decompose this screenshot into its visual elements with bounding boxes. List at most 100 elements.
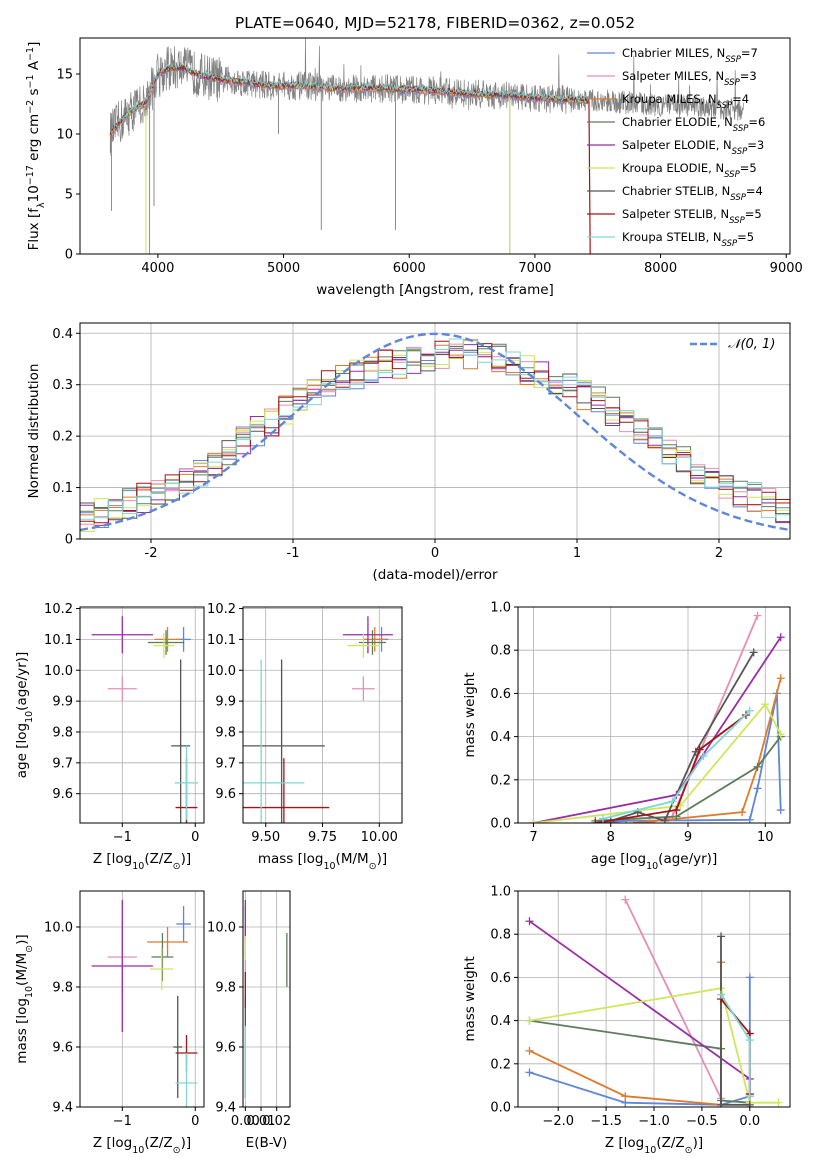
age-vs-Z-ylabel-part: (age/yr)] xyxy=(14,652,30,711)
mass-vs-Z-ylabel-part: 10 xyxy=(24,986,35,998)
mass-weight-vs-age-point-marker xyxy=(591,819,600,823)
spectrum-ylabel-part: 10 xyxy=(26,185,42,202)
mass-vs-Z-plot-area xyxy=(91,900,198,1107)
spectrum-ylabel-part: −17 xyxy=(25,165,36,185)
spectrum-ytick-label: 5 xyxy=(65,188,73,203)
residuals-xtick-label: -2 xyxy=(145,546,158,561)
mass-weight-vs-Z-point-marker xyxy=(717,990,726,999)
mass-weight-vs-age-point-marker xyxy=(753,611,762,620)
mass-vs-EBV-xtick-label: 0.00 xyxy=(231,1114,260,1129)
mass-weight-vs-age-series-line xyxy=(595,693,782,823)
mass-weight-vs-age-ylabel: mass weight xyxy=(462,672,478,757)
mass-weight-vs-age-ytick-label: 0.2 xyxy=(490,773,511,788)
mass-weight-vs-Z-ytick-label: 1.0 xyxy=(490,885,511,900)
age-vs-mass-ytick-label: 9.7 xyxy=(215,756,236,771)
mass-weight-vs-Z-xlabel: Z [log10(Z/Z⊙)] xyxy=(605,1135,703,1156)
legend-entry: Kroupa MILES, NSSP=4 xyxy=(622,92,749,111)
mass-vs-EBV-ytick-label: 9.8 xyxy=(215,981,236,996)
age-vs-Z-xlabel-part: Z [log xyxy=(93,851,132,867)
age-vs-Z-xlabel-part: )] xyxy=(181,851,192,867)
mass-weight-vs-age-xtick-label: 7 xyxy=(529,830,537,845)
spectrum-ylabel-part: −2 xyxy=(25,100,36,114)
legend-entry-name: Chabrier MILES, N xyxy=(622,46,725,60)
residuals-ytick-label: 0.3 xyxy=(52,378,73,393)
age-vs-mass-ytick-label: 10.2 xyxy=(207,602,236,617)
spectrum-ylabel-part: A xyxy=(26,60,42,74)
age-vs-Z-xlabel: Z [log10(Z/Z⊙)] xyxy=(93,851,191,872)
mass-weight-vs-age-point-marker xyxy=(645,819,654,823)
mass-weight-vs-age-ytick-label: 0.0 xyxy=(490,817,511,832)
mass-weight-vs-age-ytick-label: 0.4 xyxy=(490,730,511,745)
legend-entry-sub: SSP xyxy=(724,78,740,88)
age-vs-mass-xlabel: mass [log10(M/M⊙)] xyxy=(258,851,387,872)
mass-weight-vs-Z-xlabel-part: Z [log xyxy=(605,1135,644,1151)
age-vs-Z-axes-frame xyxy=(79,606,205,824)
legend-entry-count: =5 xyxy=(737,230,754,244)
legend-entry-sub: SSP xyxy=(722,239,738,249)
spectrum-axes-frame xyxy=(79,37,791,255)
mass-weight-vs-Z-point-marker xyxy=(525,1068,534,1077)
mass-weight-vs-Z-point-marker xyxy=(621,895,630,904)
spectrum-xtick-label: 5000 xyxy=(267,261,300,276)
spectrum-model-line xyxy=(110,62,590,134)
spectrum-ylabel: Flux [fλ10−17 erg cm−2 s−1 A−1] xyxy=(25,42,47,251)
mass-weight-vs-age-xlabel: age [log10(age/yr)] xyxy=(591,851,717,872)
spectrum-ylabel-part: −1 xyxy=(25,74,36,88)
mass-weight-vs-Z-point-marker xyxy=(717,1100,726,1107)
residuals-ytick-label: 0.2 xyxy=(52,430,73,445)
age-vs-Z-xtick-label: 0 xyxy=(191,830,199,845)
legend-entry-count: =5 xyxy=(740,161,757,175)
mass-weight-vs-age-xlabel-part: age [log xyxy=(591,851,646,867)
mass-weight-vs-Z-point-marker xyxy=(525,1046,534,1055)
mass-weight-vs-age-ytick-label: 1.0 xyxy=(490,601,511,616)
age-vs-Z-xlabel-part: 10 xyxy=(132,861,144,872)
age-vs-Z-xlabel-part: ⊙ xyxy=(173,861,181,872)
mass-weight-vs-age-point-marker xyxy=(745,815,754,823)
mass-weight-vs-age-plot-area xyxy=(529,611,785,823)
mass-vs-Z-xlabel-part: 10 xyxy=(132,1145,144,1156)
legend-entry: Chabrier MILES, NSSP=7 xyxy=(622,46,758,65)
legend-entry-sub: SSP xyxy=(732,147,748,157)
mass-weight-vs-age-point-marker xyxy=(761,700,770,709)
mass-weight-vs-age-point-marker xyxy=(776,730,785,739)
mass-weight-vs-age-series-line xyxy=(595,736,782,822)
mass-weight-vs-Z-xtick-label: 0.0 xyxy=(739,1114,760,1129)
mass-weight-vs-Z-xtick-label: −2.0 xyxy=(542,1114,574,1129)
age-vs-mass-panel: 9.50 9.75 10.00 9.6 9.7 9.8 9.9 10.0 10.1 10.2 mas… xyxy=(207,602,403,872)
spectrum-xlabel: wavelength [Angstrom, rest frame] xyxy=(316,282,554,298)
legend-entry: Kroupa STELIB, NSSP=5 xyxy=(622,230,754,249)
mass-weight-vs-age-point-marker xyxy=(695,745,704,754)
mass-weight-vs-Z-point-marker xyxy=(717,932,726,941)
mass-weight-vs-age-point-marker xyxy=(668,797,677,806)
residuals-xtick-label: 1 xyxy=(573,546,581,561)
age-vs-Z-xlabel-part: (Z/Z xyxy=(144,851,172,867)
legend-entry: Kroupa ELODIE, NSSP=5 xyxy=(622,161,757,180)
mass-vs-Z-ytick-label: 9.4 xyxy=(52,1101,73,1116)
mass-vs-Z-ytick-label: 9.8 xyxy=(52,981,73,996)
mass-weight-vs-age-point-marker xyxy=(599,814,607,823)
age-vs-Z-ylabel-part: 10 xyxy=(24,711,35,723)
legend-entry-count: =5 xyxy=(745,207,762,221)
age-vs-mass-xtick-label: 10.00 xyxy=(361,830,398,845)
mass-vs-Z-xlabel-part: (Z/Z xyxy=(144,1135,172,1151)
legend-entry-name: Kroupa MILES, N xyxy=(622,92,717,106)
legend-entry: Salpeter STELIB, NSSP=5 xyxy=(622,207,762,226)
mass-weight-vs-Z-panel: −2.0 −1.5 −1.0 −0.5 0.0 0.0 0.2 0.4 0.6 0.8 1.0 Z [… xyxy=(462,885,791,1156)
legend-entry-sub: SSP xyxy=(730,193,746,203)
mass-weight-vs-age-xlabel-part: 10 xyxy=(646,861,658,872)
spectrum-xtick-label: 4000 xyxy=(141,261,174,276)
mass-weight-vs-age-point-marker xyxy=(753,762,762,771)
mass-vs-Z-panel: −1 09.49.69.810.0Z [log10(Z/Z⊙)]mass [log… xyxy=(14,890,205,1156)
legend-entry-sub: SSP xyxy=(724,170,740,180)
mass-weight-vs-age-xtick-label: 9 xyxy=(684,830,692,845)
residuals-xlabel: (data-model)/error xyxy=(372,567,498,583)
mass-weight-vs-age-series-line xyxy=(602,710,751,820)
mass-weight-vs-Z-ytick-label: 0.2 xyxy=(490,1057,511,1072)
residuals-legend-label: 𝒩(0, 1) xyxy=(728,337,775,352)
legend-entry-name: Kroupa STELIB, N xyxy=(622,230,722,244)
age-vs-mass-xlabel-part: (M/M xyxy=(336,851,369,867)
mass-weight-vs-Z-point-marker xyxy=(774,1098,783,1107)
mass-weight-vs-age-ytick-label: 0.6 xyxy=(490,687,511,702)
mass-weight-vs-Z-xtick-label: −1.5 xyxy=(590,1114,622,1129)
